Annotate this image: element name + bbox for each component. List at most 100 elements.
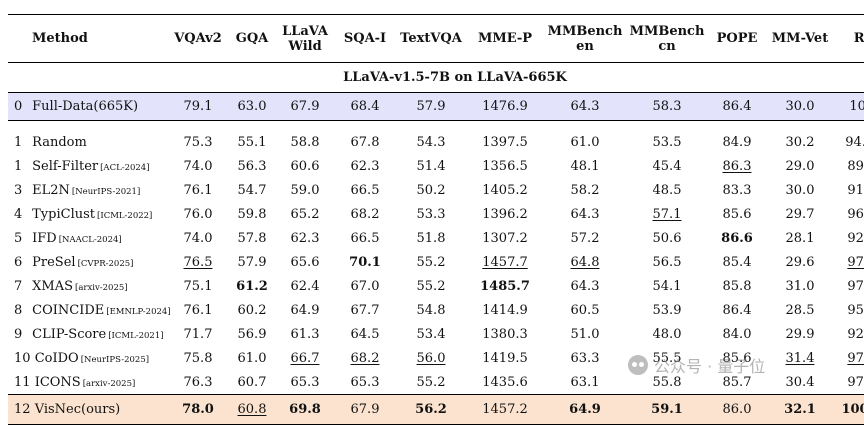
cell-mmbench-en: 63.3 xyxy=(544,347,626,371)
cell-value: 30.2 xyxy=(785,135,815,150)
cell-vqav2: 76.5 xyxy=(168,251,228,275)
header-text: LLaVA xyxy=(282,23,328,39)
cell-value: 29.6 xyxy=(785,255,815,270)
cell-textvqa: 51.4 xyxy=(396,155,466,179)
header-rel: Rel. xyxy=(834,15,864,63)
cell-value: 59.1 xyxy=(651,402,683,417)
cell-value: 68.2 xyxy=(350,207,380,222)
cell-value: 97.1% xyxy=(847,374,864,390)
method-cell: 12 VisNec(ours) xyxy=(8,395,168,425)
section-title-row: LLaVA-v1.5-7B on LLaVA-665K xyxy=(8,63,864,93)
cell-value: 65.3 xyxy=(290,374,320,390)
cell-value: 30.4 xyxy=(785,374,815,390)
cell-value: 60.7 xyxy=(237,374,267,390)
cell-textvqa: 56.2 xyxy=(396,395,466,425)
method-venue: [ICML-2021] xyxy=(108,331,164,341)
header-text: en xyxy=(576,38,594,54)
cell-mmbench-en: 64.3 xyxy=(544,203,626,227)
results-table-container: Method VQAv2 GQA LLaVA Wild SQA-I TextVQA MME-P… xyxy=(8,14,864,425)
cell-mmbench-cn: 53.5 xyxy=(626,131,708,155)
cell-mme-p: 1356.5 xyxy=(466,155,544,179)
cell-mmbench-en: 60.5 xyxy=(544,299,626,323)
cell-mme-p: 1307.2 xyxy=(466,227,544,251)
cell-value: 51.0 xyxy=(570,327,600,342)
cell-mm-vet: 31.4 xyxy=(766,347,834,371)
cell-value: 74.0 xyxy=(183,159,213,174)
cell-value: 67.0 xyxy=(350,279,380,294)
cell-value: 55.2 xyxy=(416,374,446,390)
cell-mmbench-en: 48.1 xyxy=(544,155,626,179)
method-venue: [ICML-2022] xyxy=(97,211,153,221)
cell-value: 86.3 xyxy=(722,159,752,174)
cell-rel: 95.8% xyxy=(834,299,864,323)
cell-value: 61.3 xyxy=(290,327,320,342)
header-gqa: GQA xyxy=(228,15,276,63)
method-venue: [ACL-2024] xyxy=(100,163,150,173)
cell-value: 48.1 xyxy=(570,159,600,174)
cell-mmbench-cn: 48.5 xyxy=(626,179,708,203)
header-method: Method xyxy=(8,15,168,63)
cell-value: 53.4 xyxy=(416,327,446,342)
cell-value: 64.3 xyxy=(570,99,600,114)
cell-mm-vet: 28.1 xyxy=(766,227,834,251)
cell-llava-wild: 62.4 xyxy=(276,275,334,299)
baseline-row: 0 Full-Data(665K) 79.1 63.0 67.9 68.4 57.9 147… xyxy=(8,92,864,121)
cell-mme-p: 1397.5 xyxy=(466,131,544,155)
cell-pope: 85.7 xyxy=(708,371,766,395)
cell-pope: 85.4 xyxy=(708,251,766,275)
cell-value: 67.9 xyxy=(290,99,320,114)
cell-value: 85.6 xyxy=(722,207,752,222)
cell-rel: 97.7% xyxy=(834,251,864,275)
method-cell: 9 CLIP-Score [ICML-2021] xyxy=(8,323,168,347)
method-cell: 10 CoIDO [NeurIPS-2025] xyxy=(8,347,168,371)
cell-textvqa: 50.2 xyxy=(396,179,466,203)
cell-value: 48.0 xyxy=(652,327,682,342)
cell-value: 76.1 xyxy=(183,183,213,198)
cell-value: 56.5 xyxy=(652,255,682,270)
cell-rel: 94.2 % xyxy=(834,131,864,155)
cell-value: 76.1 xyxy=(183,303,213,318)
cell-gqa: 61.0 xyxy=(228,347,276,371)
header-text: GQA xyxy=(235,31,269,46)
cell-vqav2: 78.0 xyxy=(168,395,228,425)
cell-textvqa: 55.2 xyxy=(396,251,466,275)
cell-value: 32.1 xyxy=(784,402,816,417)
table-body: LLaVA-v1.5-7B on LLaVA-665K 0 Full-Data(… xyxy=(8,63,864,425)
cell-sqa-i: 67.7 xyxy=(334,299,396,323)
cell-mmbench-cn: 50.6 xyxy=(626,227,708,251)
cell-mmbench-en: 58.2 xyxy=(544,179,626,203)
cell-value: 71.7 xyxy=(183,327,213,342)
cell-rel: 97.7% xyxy=(834,347,864,371)
cell-value: 59.0 xyxy=(290,183,320,198)
row-index: 8 xyxy=(14,303,23,318)
cell-pope: 84.9 xyxy=(708,131,766,155)
cell-value: 56.9 xyxy=(237,327,267,342)
cell-sqa-i: 68.2 xyxy=(334,347,396,371)
cell-value: 79.1 xyxy=(183,99,213,114)
cell-value: 63.0 xyxy=(237,99,267,114)
cell-pope: 86.6 xyxy=(708,227,766,251)
header-text: VQAv2 xyxy=(174,31,222,46)
cell-value: 85.6 xyxy=(722,351,752,366)
cell-value: 56.3 xyxy=(237,159,267,174)
cell-gqa: 54.7 xyxy=(228,179,276,203)
cell-mm-vet: 29.0 xyxy=(766,155,834,179)
table-row: 9 CLIP-Score [ICML-2021] 71.7 56.9 61.3 64.5 5… xyxy=(8,323,864,347)
cell-mmbench-cn: 45.4 xyxy=(626,155,708,179)
cell-vqav2: 76.0 xyxy=(168,203,228,227)
cell-gqa: 56.3 xyxy=(228,155,276,179)
header-mmbench-cn: MMBench cn xyxy=(626,15,708,63)
cell-sqa-i: 67.8 xyxy=(334,131,396,155)
cell-gqa: 60.8 xyxy=(228,395,276,425)
method-name: TypiClust xyxy=(32,207,96,222)
cell-value: 30.0 xyxy=(785,183,815,198)
cell-value: 67.7 xyxy=(350,303,380,318)
cell-value: 50.6 xyxy=(652,231,682,246)
cell-value: 61.0 xyxy=(237,351,267,366)
header-llava-wild: LLaVA Wild xyxy=(276,15,334,63)
table-row: 4 TypiClust [ICML-2022] 76.0 59.8 65.2 68.2 53… xyxy=(8,203,864,227)
cell-value: 86.6 xyxy=(721,231,753,246)
cell-value: 75.8 xyxy=(183,351,213,366)
table-row: 7 XMAS [arxiv-2025] 75.1 61.2 62.4 67.0 55.2 14… xyxy=(8,275,864,299)
cell-value: 66.5 xyxy=(350,183,380,198)
